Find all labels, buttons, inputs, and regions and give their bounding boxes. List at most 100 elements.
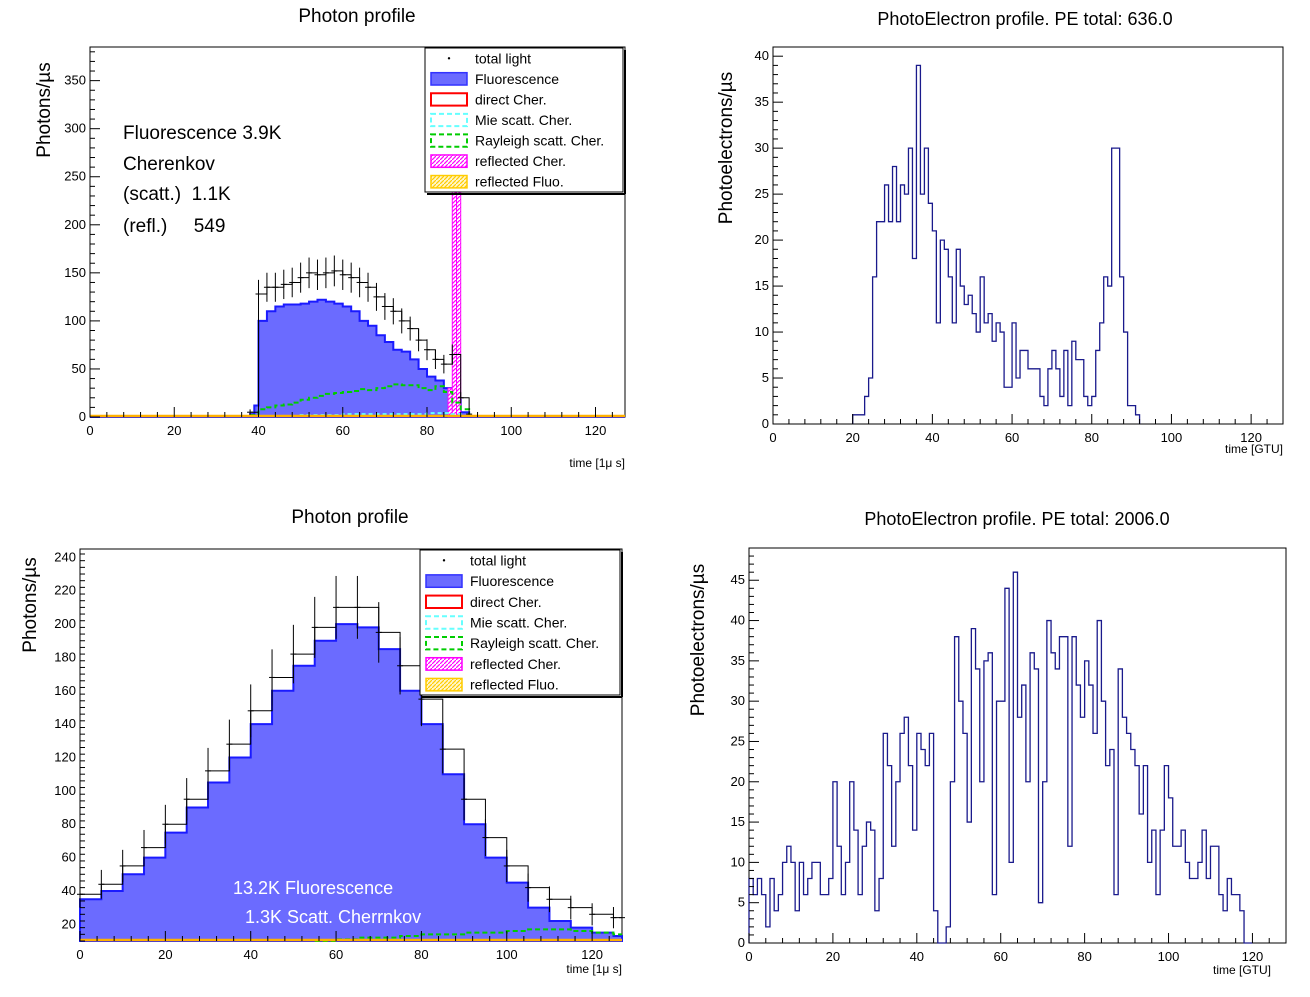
series-fluorescence — [90, 298, 625, 418]
x-tick-label: 120 — [1240, 430, 1262, 445]
legend-label: Fluorescence — [470, 573, 554, 589]
photoelectron-profile-chart-1: PhotoElectron profile. PE total: 636.0 0… — [716, 9, 1284, 456]
legend-label: Mie scatt. Cher. — [470, 615, 567, 631]
chart-3-title: Photon profile — [291, 507, 408, 528]
chart-1-annotation: Fluorescence 3.9K — [123, 123, 282, 144]
y-tick-label: 150 — [64, 265, 86, 280]
photoelectron-profile-chart-2: PhotoElectron profile. PE total: 2006.0 … — [688, 509, 1287, 977]
legend-swatch — [430, 71, 468, 86]
x-tick-label: 40 — [910, 949, 924, 964]
legend-label: Rayleigh scatt. Cher. — [475, 133, 604, 149]
y-tick-label: 10 — [755, 324, 769, 339]
legend-swatch — [425, 594, 463, 609]
legend-label: total light — [470, 552, 526, 568]
legend-label: reflected Cher. — [470, 656, 561, 672]
legend-swatch — [430, 154, 468, 169]
chart-4-xlabel: time [GTU] — [1213, 963, 1271, 977]
x-tick-label: 40 — [925, 430, 939, 445]
photon-profile-chart-1: Photon profile 0 20 40 60 80 100 120 0 50 100 150 2… — [34, 6, 626, 470]
chart-2-ylabel: Photoelectrons/µs — [716, 72, 737, 224]
legend-swatch — [425, 574, 463, 589]
chart-4-ylabel: Photoelectrons/µs — [688, 564, 709, 716]
x-tick-label: 120 — [585, 423, 607, 438]
y-tick-label: 200 — [64, 217, 86, 232]
y-tick-label: 60 — [62, 850, 76, 865]
y-tick-label: 40 — [62, 883, 76, 898]
chart-2-title: PhotoElectron profile. PE total: 636.0 — [877, 9, 1172, 29]
y-tick-label: 250 — [64, 169, 86, 184]
chart-3-xlabel: time [1μ s] — [566, 962, 622, 976]
y-tick-label: 140 — [54, 716, 76, 731]
y-tick-label: 20 — [62, 916, 76, 931]
series-rayleigh-cher — [250, 383, 471, 417]
x-tick-label: 80 — [1085, 430, 1099, 445]
legend-marker — [442, 559, 446, 562]
legend-swatch — [430, 112, 468, 128]
legend-label: direct Cher. — [470, 594, 542, 610]
x-tick-label: 60 — [993, 949, 1007, 964]
legend-label: total light — [475, 50, 531, 66]
legend-swatch — [425, 656, 463, 671]
y-tick-label: 120 — [54, 750, 76, 765]
chart-2-plot-area — [852, 64, 1141, 424]
legend-label: reflected Fluo. — [470, 677, 559, 693]
chart-4-title: PhotoElectron profile. PE total: 2006.0 — [864, 509, 1169, 529]
chart-1-annotation: Cherenkov — [123, 154, 215, 175]
y-tick-label: 40 — [731, 613, 745, 628]
y-tick-label: 350 — [64, 73, 86, 88]
chart-1-ylabel: Photons/µs — [34, 62, 55, 157]
y-tick-label: 0 — [79, 409, 86, 424]
legend-swatch — [430, 174, 468, 189]
chart-1-xlabel: time [1μ s] — [569, 456, 625, 470]
y-tick-label: 50 — [72, 361, 86, 376]
legend-label: reflected Fluo. — [475, 174, 564, 190]
x-tick-label: 100 — [500, 423, 522, 438]
x-tick-label: 120 — [1242, 949, 1264, 964]
chart-3-annotations: 13.2K Fluorescence 1.3K Scatt. Cherrnkov — [233, 878, 421, 927]
legend-label: Fluorescence — [475, 71, 559, 87]
y-tick-label: 220 — [54, 583, 76, 598]
y-tick-label: 240 — [54, 549, 76, 564]
x-tick-label: 20 — [167, 423, 181, 438]
y-tick-label: 0 — [762, 416, 769, 431]
x-tick-label: 60 — [1005, 430, 1019, 445]
y-tick-label: 15 — [731, 814, 745, 829]
chart-1-annotation: (scatt.) 1.1K — [123, 184, 231, 205]
x-tick-label: 60 — [336, 423, 350, 438]
x-tick-label: 0 — [76, 947, 83, 962]
legend-label: direct Cher. — [475, 91, 547, 107]
chart-1-axes: 0 20 40 60 80 100 120 0 50 100 150 200 250 300 350 — [64, 51, 613, 438]
series-photoelectrons — [852, 64, 1141, 424]
chart-4-axes: 0 20 40 60 80 100 120 0 5 10 15 20 25 30 35 40 45 — [731, 547, 1287, 964]
chart-1-plot-area — [90, 51, 625, 418]
y-tick-label: 35 — [755, 94, 769, 109]
legend-swatch — [425, 615, 463, 630]
y-tick-label: 40 — [755, 48, 769, 63]
x-tick-label: 20 — [158, 947, 172, 962]
y-tick-label: 20 — [755, 232, 769, 247]
x-tick-label: 120 — [581, 947, 603, 962]
x-tick-label: 0 — [769, 430, 776, 445]
chart-1-annotation: (refl.) 549 — [123, 216, 225, 237]
x-tick-label: 100 — [1158, 949, 1180, 964]
x-tick-label: 100 — [1161, 430, 1183, 445]
chart-1-legend: total light Fluorescence direct Cher. Mie s… — [424, 47, 626, 195]
x-tick-label: 40 — [243, 947, 257, 962]
x-tick-label: 100 — [496, 947, 518, 962]
y-tick-label: 100 — [54, 783, 76, 798]
y-tick-label: 5 — [738, 895, 745, 910]
y-tick-label: 25 — [731, 733, 745, 748]
chart-3-legend: total light Fluorescence direct Cher. Mie s… — [419, 549, 623, 698]
legend-label: reflected Cher. — [475, 153, 566, 169]
legend-swatch — [425, 677, 463, 692]
chart-2-xlabel: time [GTU] — [1225, 442, 1283, 456]
chart-4-plot-area — [748, 571, 1253, 944]
y-tick-label: 25 — [755, 186, 769, 201]
series-photoelectrons — [748, 571, 1253, 944]
chart-2-axes: 0 20 40 60 80 100 120 0 5 10 15 20 25 30 35 40 — [755, 46, 1284, 445]
y-tick-label: 30 — [755, 140, 769, 155]
chart-1-title: Photon profile — [298, 6, 415, 27]
y-tick-label: 100 — [64, 313, 86, 328]
x-tick-label: 20 — [826, 949, 840, 964]
